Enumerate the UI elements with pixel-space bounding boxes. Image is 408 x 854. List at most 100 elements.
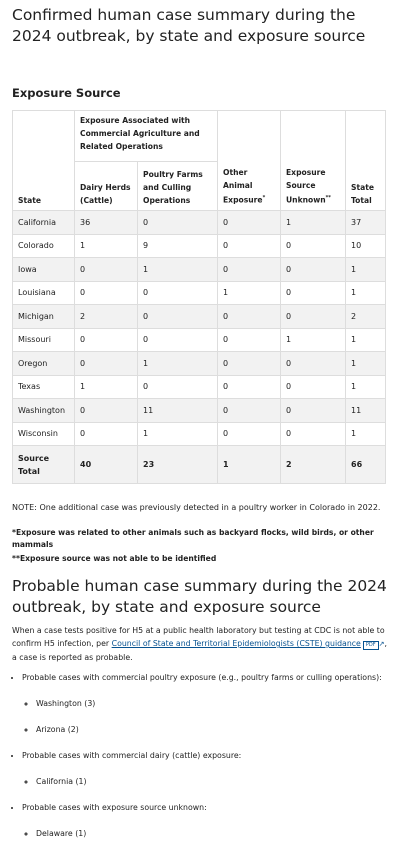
row: Source Total 40 23 1 2 66	[12, 445, 386, 484]
state-cell: Louisiana	[12, 280, 75, 305]
value-cell: 0	[217, 210, 281, 235]
list-item: Probable cases with exposure source unkn…	[22, 802, 402, 840]
value-cell: 1	[217, 445, 281, 484]
header-row: Dairy Herds (Cattle) Poultry Farms and Cu…	[13, 161, 386, 211]
row: Louisiana 0 0 1 0 1	[12, 280, 386, 305]
value-cell: 1	[137, 351, 218, 376]
sub-item: Arizona (2)	[36, 724, 408, 736]
list-text: Probable cases with commercial poultry e…	[22, 673, 382, 682]
value-cell: 0	[74, 280, 138, 305]
value-cell: 11	[345, 398, 386, 423]
state-cell: Texas	[12, 374, 75, 399]
value-cell: 0	[217, 304, 281, 329]
value-cell: 10	[345, 233, 386, 258]
value-cell: 1	[280, 327, 346, 352]
value-cell: 0	[280, 257, 346, 282]
header-cell: Poultry Farms and Culling Operations	[137, 161, 218, 211]
list-text: Probable cases with commercial dairy (ca…	[22, 751, 242, 760]
note: NOTE: One additional case was previously…	[12, 503, 381, 512]
value-cell: 0	[217, 398, 281, 423]
header-text: Exposure Source Unknown	[286, 168, 326, 205]
value-cell: 0	[137, 374, 218, 399]
header-row: State Exposure Associated with Commercial…	[12, 110, 386, 211]
value-cell: 1	[74, 374, 138, 399]
value-cell: 1	[345, 421, 386, 446]
row: Missouri 0 0 0 1 1	[12, 327, 386, 352]
paragraph: When a case tests positive for H5 at a p…	[12, 624, 392, 664]
value-cell: 11	[137, 398, 218, 423]
state-cell: Colorado	[12, 233, 75, 258]
row: Michigan 2 0 0 0 2	[12, 304, 386, 329]
list-item: Probable cases with commercial poultry e…	[22, 672, 402, 736]
state-cell: California	[12, 210, 75, 235]
value-cell: 1	[345, 351, 386, 376]
value-cell: 2	[280, 445, 346, 484]
value-cell: 0	[217, 351, 281, 376]
group-header: Exposure Associated with Commercial Agri…	[74, 110, 218, 162]
sub-list: Delaware (1)	[22, 828, 408, 840]
value-cell: 1	[74, 233, 138, 258]
row: Wisconsin 0 1 0 0 1	[12, 421, 386, 446]
value-cell: 0	[137, 327, 218, 352]
footnote-mark: **	[325, 195, 331, 202]
value-cell: 40	[74, 445, 138, 484]
value-cell: 0	[217, 233, 281, 258]
value-cell: 2	[74, 304, 138, 329]
sub-list: California (1)	[22, 776, 408, 788]
value-cell: 1	[280, 210, 346, 235]
value-cell: 0	[217, 257, 281, 282]
row: Iowa 0 1 0 0 1	[12, 257, 386, 282]
value-cell: 23	[137, 445, 218, 484]
value-cell: 0	[217, 327, 281, 352]
value-cell: 0	[280, 398, 346, 423]
footnote: *Exposure was related to other animals s…	[12, 528, 374, 549]
link[interactable]: Council of State and Territorial Epidemi…	[111, 639, 361, 648]
state-cell: Missouri	[12, 327, 75, 352]
value-cell: 1	[345, 374, 386, 399]
value-cell: 1	[345, 280, 386, 305]
value-cell: 0	[280, 304, 346, 329]
value-cell: 0	[137, 280, 218, 305]
value-cell: 1	[137, 421, 218, 446]
value-cell: 0	[137, 304, 218, 329]
value-cell: 0	[74, 257, 138, 282]
value-cell: 0	[217, 421, 281, 446]
header-text: Other Animal Exposure	[223, 168, 263, 205]
footnote: **Exposure source was not able to be ide…	[12, 554, 217, 563]
value-cell: 66	[345, 445, 386, 484]
value-cell: 0	[280, 280, 346, 305]
state-cell: Iowa	[12, 257, 75, 282]
value-cell: 0	[74, 327, 138, 352]
list-item: Probable cases with commercial dairy (ca…	[22, 750, 402, 788]
badge: PDF	[362, 641, 379, 650]
row: Washington 0 11 0 0 11	[12, 398, 386, 423]
value-cell: 1	[137, 257, 218, 282]
sub-item: Delaware (1)	[36, 828, 408, 840]
value-cell: 0	[137, 210, 218, 235]
value-cell: 0	[74, 398, 138, 423]
value-cell: 0	[217, 374, 281, 399]
value-cell: 2	[345, 304, 386, 329]
value-cell: 36	[74, 210, 138, 235]
footnote-mark: *	[262, 195, 266, 202]
row: California 36 0 0 1 37	[12, 210, 386, 235]
header-cell: State	[12, 110, 75, 211]
value-cell: 1	[217, 280, 281, 305]
state-cell: Wisconsin	[12, 421, 75, 446]
state-cell: Michigan	[12, 304, 75, 329]
row: Texas 1 0 0 0 1	[12, 374, 386, 399]
list-text: Probable cases with exposure source unkn…	[22, 803, 207, 812]
state-cell: Oregon	[12, 351, 75, 376]
text: When a case tests positive for H5 at a p…	[12, 626, 385, 648]
state-cell: Washington	[12, 398, 75, 423]
value-cell: 37	[345, 210, 386, 235]
sub-list: Washington (3) Arizona (2)	[22, 698, 408, 736]
row: Oregon 0 1 0 0 1	[12, 351, 386, 376]
value-cell: 0	[74, 351, 138, 376]
case-table: State Exposure Associated with Commercial…	[12, 110, 386, 484]
header-text: State Total	[351, 183, 375, 205]
sub-item: Washington (3)	[36, 698, 408, 710]
value-cell: 0	[74, 421, 138, 446]
value-cell: 0	[280, 351, 346, 376]
value-cell: 0	[280, 421, 346, 446]
